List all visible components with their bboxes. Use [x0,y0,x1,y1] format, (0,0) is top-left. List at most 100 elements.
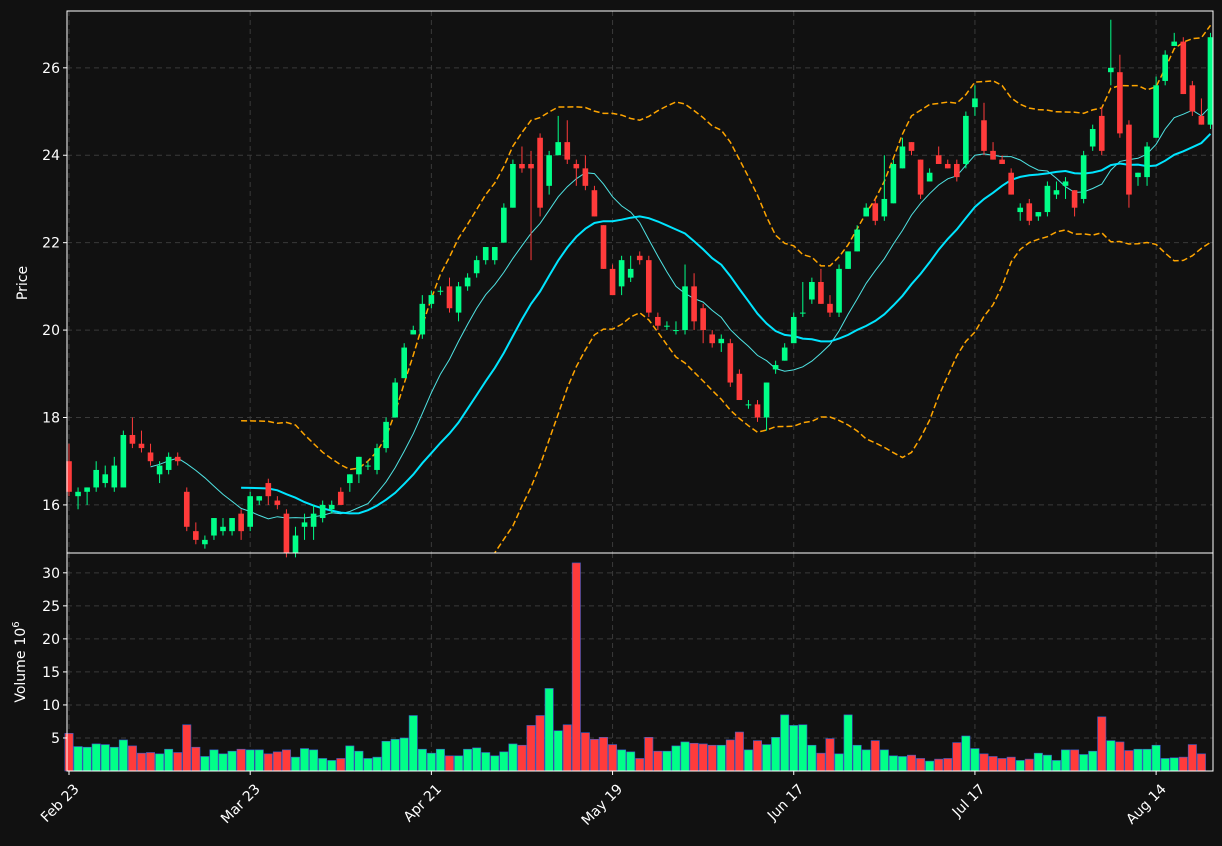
volume-bar [272,751,282,772]
candle [1198,98,1205,125]
candle [682,264,688,335]
volume-bar [218,753,228,772]
candle [274,496,281,510]
candle [84,487,90,505]
volume-bar [426,752,436,772]
candle [691,273,697,331]
candle [111,456,118,492]
volume-bar [445,755,454,772]
candle [528,150,534,261]
volume-bar [345,745,355,772]
candle [464,273,471,291]
volume-bar [200,756,210,772]
volume-bar [897,756,907,772]
volume-bar [707,744,717,772]
volume-bar [925,760,935,772]
volume-bar [861,749,871,772]
candle [138,430,145,453]
candle-body [627,268,634,278]
candle-body [754,404,761,418]
candle-body [709,334,716,344]
volume-bar [64,733,74,772]
candle-body [455,286,462,313]
volume-bar [454,755,464,772]
candle-body [1126,124,1132,195]
candle [899,137,906,169]
candle-body [1144,146,1150,178]
candle-body [247,496,253,527]
price-tick-label: 20 [42,323,60,339]
candle-body [1035,212,1042,217]
volume-bar [1106,740,1116,772]
volume-bar [907,754,916,772]
candle [410,325,417,335]
candle-body [899,146,906,169]
volume-tick-label: 20 [42,632,60,648]
candle-body [347,474,353,484]
x-tick-label: Apr 21 [401,781,445,825]
candle-body [174,456,181,462]
volume-bar [716,744,726,772]
volume-bar [182,724,192,772]
candle [944,159,951,169]
candle-body [1162,54,1168,81]
candle-body [301,522,308,527]
candle [1044,181,1051,217]
candle-body [1053,190,1060,195]
candle-body [772,365,779,370]
candle [1135,172,1141,186]
candle-body [120,434,127,488]
volume-bar [943,758,953,772]
volume-bar [1196,753,1206,772]
ma-slow-line [241,133,1212,515]
volume-bar [236,748,246,772]
volume-bar [390,738,400,772]
volume-bar [1151,744,1161,772]
candle-body [401,347,408,379]
volume-bar [1169,757,1179,772]
candle [256,496,263,505]
volume-bar [961,735,971,772]
candle [1153,76,1159,138]
candle [491,247,498,265]
candle-body [66,461,72,492]
volume-bar [164,748,174,772]
volume-bar [1079,754,1089,772]
volume-bar [1133,748,1143,772]
candle [356,456,362,484]
candle [600,225,607,269]
volume-bar [1115,741,1125,772]
price-tick-label: 24 [42,148,60,164]
candle [772,360,779,374]
candle [1108,19,1114,86]
candle [93,461,99,492]
candle-body [591,190,598,217]
volume-bar [463,748,473,772]
candle [519,146,525,173]
candle-body [854,229,860,252]
candle [183,487,190,532]
candle-body [1026,203,1033,221]
candle-body [546,155,552,186]
candle-body [437,290,444,292]
candle [147,443,154,466]
candle [1035,212,1042,221]
candle-body [972,98,978,108]
candle-body [491,247,498,261]
candle [1144,142,1150,186]
candle [872,198,879,226]
volume-bar [372,756,382,772]
candle-body [283,513,290,553]
candle-body [256,496,263,501]
candle [1053,181,1060,199]
volume-bar [698,743,708,772]
candle-body [691,286,697,322]
candle [383,417,389,453]
volume-bar [191,746,201,772]
candle-body [1080,155,1087,199]
candle-body [999,159,1005,164]
candle-body [328,504,335,510]
volume-bar [644,737,654,772]
volume-bar [789,725,799,772]
candle-body [473,260,480,274]
